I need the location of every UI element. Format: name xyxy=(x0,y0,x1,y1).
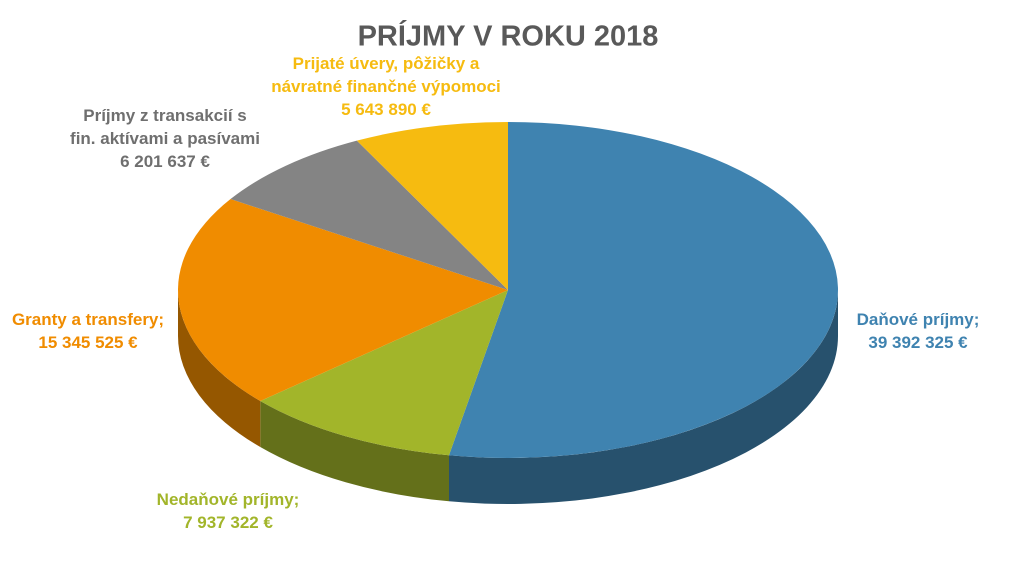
value-label: 6 201 637 € xyxy=(120,152,210,171)
slice xyxy=(356,122,508,290)
slice-side xyxy=(260,401,449,502)
data-label: Nedaňové príjmy; 7 937 322 € xyxy=(133,488,323,534)
data-label: Granty a transfery; 15 345 525 € xyxy=(0,308,178,354)
value-label: 7 937 322 € xyxy=(183,513,273,532)
slice xyxy=(177,199,508,402)
slice xyxy=(260,290,508,456)
data-label: Príjmy z transakcií s fin. aktívami a pa… xyxy=(70,104,260,173)
slice-side xyxy=(178,290,261,448)
category-label: Príjmy z transakcií s fin. aktívami a pa… xyxy=(70,106,260,148)
value-label: 15 345 525 € xyxy=(38,333,138,352)
slice xyxy=(448,122,839,458)
category-label: Prijaté úvery, pôžičky a návratné finanč… xyxy=(271,54,501,96)
chart-title: PRÍJMY V ROKU 2018 xyxy=(358,19,659,53)
slice-side xyxy=(448,290,838,505)
category-label: Nedaňové príjmy; xyxy=(156,490,300,509)
data-label: Prijaté úvery, pôžičky a návratné finanč… xyxy=(256,52,516,121)
data-label: Daňové príjmy; 39 392 325 € xyxy=(833,308,1003,354)
category-label: Granty a transfery; xyxy=(11,310,165,329)
value-label: 5 643 890 € xyxy=(341,100,431,119)
slice xyxy=(230,140,508,290)
category-label: Daňové príjmy; xyxy=(856,310,980,329)
value-label: 39 392 325 € xyxy=(868,333,968,352)
